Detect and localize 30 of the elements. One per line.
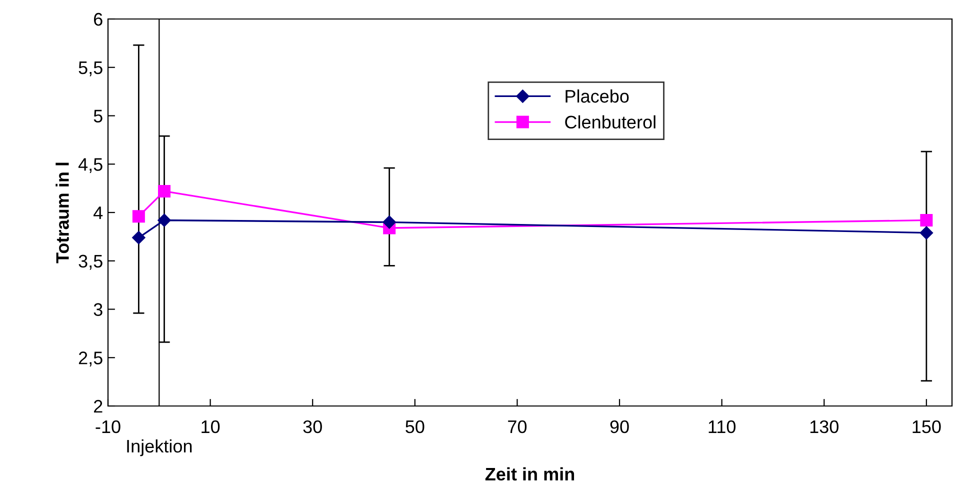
y-tick-label: 4 bbox=[94, 206, 103, 220]
point bbox=[920, 214, 933, 226]
y-tick-label: 2,5 bbox=[78, 352, 102, 366]
x-tick-label: 90 bbox=[610, 420, 629, 434]
x-axis-title: Zeit in min bbox=[485, 467, 574, 481]
x-tick-label: 130 bbox=[810, 420, 838, 434]
y-tick-label: 5,5 bbox=[78, 61, 102, 76]
y-tick-label: 4,5 bbox=[78, 158, 102, 173]
x-tick-label: 30 bbox=[303, 420, 322, 434]
point bbox=[132, 210, 145, 223]
y-tick-label: 2 bbox=[94, 400, 102, 413]
y-tick-label: 6 bbox=[94, 12, 102, 26]
legend-label: Placebo bbox=[566, 89, 629, 103]
point bbox=[158, 214, 171, 227]
point bbox=[920, 226, 934, 240]
legend-label: Clenbuterol bbox=[565, 115, 656, 129]
x-tick-label: 70 bbox=[508, 420, 527, 434]
ref-line-label: Injektion bbox=[127, 439, 192, 456]
point bbox=[132, 231, 146, 244]
point bbox=[158, 184, 171, 198]
point bbox=[382, 216, 396, 229]
y-axis-title: Totraum in l bbox=[56, 162, 69, 264]
y-tick-label: 3,5 bbox=[78, 254, 102, 270]
x-tick-label: 50 bbox=[406, 420, 424, 434]
x-tick-label: 10 bbox=[202, 420, 220, 434]
x-tick-label: 110 bbox=[708, 420, 736, 434]
x-tick-label: -10 bbox=[96, 420, 120, 434]
y-tick-label: 3 bbox=[94, 303, 102, 316]
y-tick-label: 5 bbox=[94, 110, 102, 122]
x-tick-label: 150 bbox=[912, 420, 941, 434]
